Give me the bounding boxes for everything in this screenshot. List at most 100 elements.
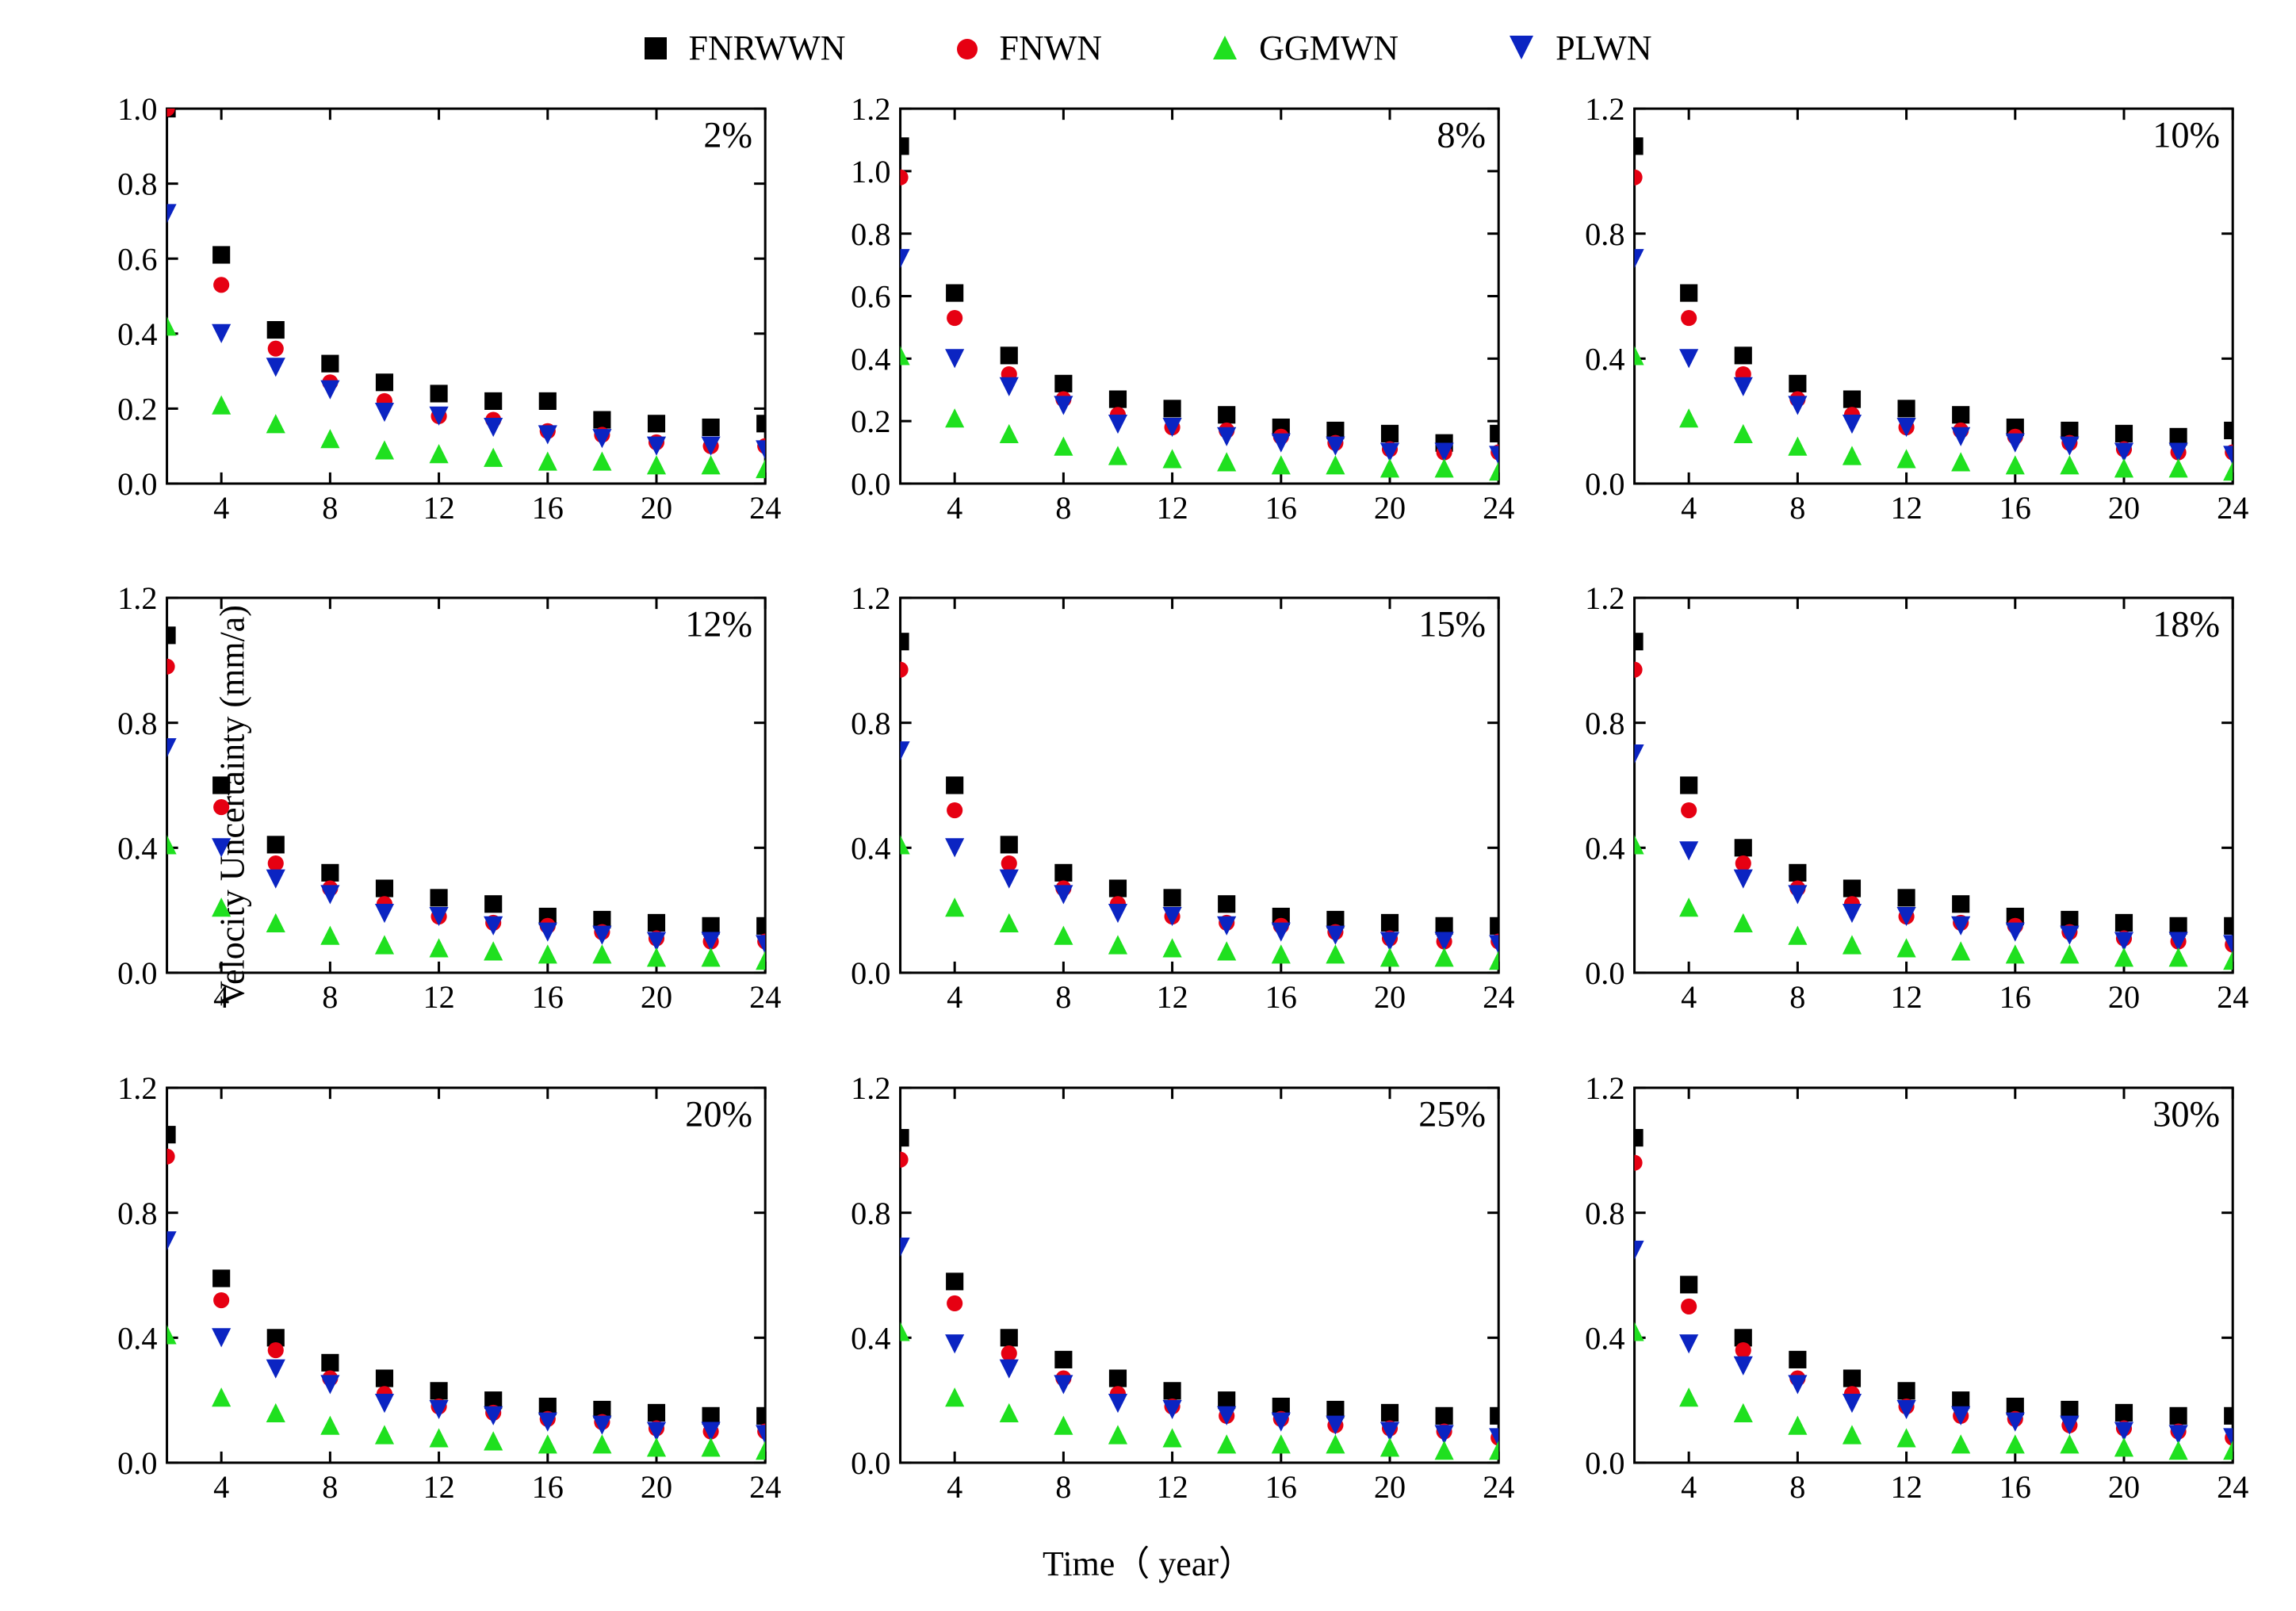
svg-text:16: 16 — [532, 1469, 564, 1505]
panel-svg: 48121620240.00.20.40.60.81.02% — [95, 87, 781, 545]
svg-text:4: 4 — [947, 1469, 962, 1505]
svg-text:20: 20 — [2108, 490, 2140, 526]
svg-text:1.2: 1.2 — [851, 1070, 891, 1106]
legend-label: FNRWWN — [689, 28, 846, 68]
svg-text:12: 12 — [423, 980, 454, 1016]
panel-30: 48121620240.00.40.81.230% — [1563, 1066, 2248, 1524]
panel-grid: 4 8 12 16 20 24 0.0 0.2 0.4 0.6 0.8 1.0 2% 4 8 12 16 20 24… — [95, 87, 2248, 1524]
legend-item-fnrwwn: FNRWWN — [645, 28, 846, 68]
svg-text:0.4: 0.4 — [851, 341, 891, 377]
svg-text:0.8: 0.8 — [117, 166, 157, 202]
svg-text:0.4: 0.4 — [117, 316, 157, 352]
svg-text:12: 12 — [423, 490, 454, 526]
svg-text:0.2: 0.2 — [851, 404, 891, 439]
svg-text:12: 12 — [1157, 1469, 1188, 1505]
svg-text:0.8: 0.8 — [1585, 1195, 1624, 1230]
panel-10: 48121620240.00.40.81.210% — [1563, 87, 2248, 545]
svg-text:0.0: 0.0 — [117, 1445, 157, 1481]
svg-text:0.4: 0.4 — [117, 1320, 157, 1356]
legend-marker-icon — [645, 28, 667, 68]
svg-text:2%: 2% — [703, 115, 752, 155]
svg-text:8%: 8% — [1437, 115, 1487, 155]
panel-25: 48121620240.00.40.81.225% — [828, 1066, 1514, 1524]
svg-text:1.2: 1.2 — [1585, 91, 1624, 127]
panel-12: 48121620240.00.40.81.212% — [95, 576, 781, 1034]
svg-text:8: 8 — [1056, 980, 1072, 1016]
svg-text:12: 12 — [1157, 980, 1188, 1016]
svg-text:25%: 25% — [1419, 1094, 1487, 1135]
svg-text:20: 20 — [1374, 1469, 1406, 1505]
svg-text:0.4: 0.4 — [851, 831, 891, 867]
svg-text:0.6: 0.6 — [117, 241, 157, 277]
svg-text:20: 20 — [641, 490, 672, 526]
svg-text:1.2: 1.2 — [117, 1070, 157, 1106]
legend-label: FNWN — [1000, 28, 1103, 68]
svg-text:0.4: 0.4 — [1585, 831, 1624, 867]
svg-text:24: 24 — [1483, 1469, 1514, 1505]
svg-text:16: 16 — [1999, 490, 2030, 526]
svg-text:4: 4 — [213, 490, 229, 526]
svg-text:16: 16 — [1999, 1469, 2030, 1505]
svg-text:8: 8 — [322, 980, 338, 1016]
svg-text:4: 4 — [1681, 1469, 1697, 1505]
svg-text:0.0: 0.0 — [117, 466, 157, 502]
svg-text:0.8: 0.8 — [1585, 706, 1624, 741]
panel-svg: 48121620240.00.40.81.218% — [1563, 576, 2248, 1034]
svg-text:12: 12 — [1157, 490, 1188, 526]
svg-text:4: 4 — [213, 980, 229, 1016]
svg-text:8: 8 — [1789, 980, 1805, 1016]
panel-svg: 48121620240.00.40.81.230% — [1563, 1066, 2248, 1524]
svg-text:8: 8 — [322, 1469, 338, 1505]
svg-text:1.2: 1.2 — [851, 580, 891, 616]
svg-text:0.8: 0.8 — [851, 216, 891, 252]
svg-text:12: 12 — [1890, 980, 1922, 1016]
svg-text:24: 24 — [749, 490, 781, 526]
svg-text:1.2: 1.2 — [1585, 580, 1624, 616]
svg-text:8: 8 — [322, 490, 338, 526]
legend-label: PLWN — [1556, 28, 1651, 68]
svg-text:0.0: 0.0 — [1585, 955, 1624, 991]
svg-text:0.0: 0.0 — [851, 466, 891, 502]
svg-text:1.0: 1.0 — [851, 154, 891, 189]
svg-text:0.8: 0.8 — [851, 706, 891, 741]
svg-text:0.4: 0.4 — [117, 831, 157, 867]
legend-item-plwn: PLWN — [1510, 28, 1651, 68]
panel-15: 48121620240.00.40.81.215% — [828, 576, 1514, 1034]
x-axis-label: Time（ year） — [1043, 1535, 1253, 1586]
svg-text:1.2: 1.2 — [1585, 1070, 1624, 1106]
legend-item-fnwn: FNWN — [957, 28, 1103, 68]
svg-text:0.8: 0.8 — [1585, 216, 1624, 252]
svg-text:20: 20 — [1374, 490, 1406, 526]
svg-text:12: 12 — [1890, 1469, 1922, 1505]
svg-text:24: 24 — [2217, 490, 2248, 526]
svg-text:4: 4 — [213, 1469, 229, 1505]
panel-svg: 48121620240.00.40.81.212% — [95, 576, 781, 1034]
svg-text:8: 8 — [1789, 490, 1805, 526]
svg-text:24: 24 — [749, 1469, 781, 1505]
svg-text:0.8: 0.8 — [117, 1195, 157, 1230]
svg-text:15%: 15% — [1419, 605, 1487, 645]
svg-text:0.4: 0.4 — [1585, 341, 1624, 377]
svg-text:16: 16 — [1265, 980, 1297, 1016]
svg-text:16: 16 — [1265, 490, 1297, 526]
svg-text:4: 4 — [1681, 980, 1697, 1016]
panel-svg: 48121620240.00.20.40.60.81.01.28% — [828, 87, 1514, 545]
panel-svg: 48121620240.00.40.81.225% — [828, 1066, 1514, 1524]
svg-text:30%: 30% — [2152, 1094, 2220, 1135]
legend-label: GGMWN — [1259, 28, 1399, 68]
svg-text:0.6: 0.6 — [851, 279, 891, 315]
svg-text:24: 24 — [2217, 980, 2248, 1016]
figure: FNRWWNFNWNGGMWNPLWN Velocity Uncertainty… — [16, 16, 2280, 1595]
legend-item-ggmwn: GGMWN — [1213, 28, 1399, 68]
svg-text:12: 12 — [423, 1469, 454, 1505]
svg-text:8: 8 — [1789, 1469, 1805, 1505]
svg-text:12: 12 — [1890, 490, 1922, 526]
svg-text:0.8: 0.8 — [851, 1195, 891, 1230]
svg-text:20: 20 — [2108, 980, 2140, 1016]
svg-text:8: 8 — [1056, 490, 1072, 526]
svg-text:24: 24 — [749, 980, 781, 1016]
svg-text:0.0: 0.0 — [851, 1445, 891, 1481]
svg-text:20: 20 — [641, 980, 672, 1016]
svg-text:0.4: 0.4 — [851, 1320, 891, 1356]
panel-20: 48121620240.00.40.81.220% — [95, 1066, 781, 1524]
